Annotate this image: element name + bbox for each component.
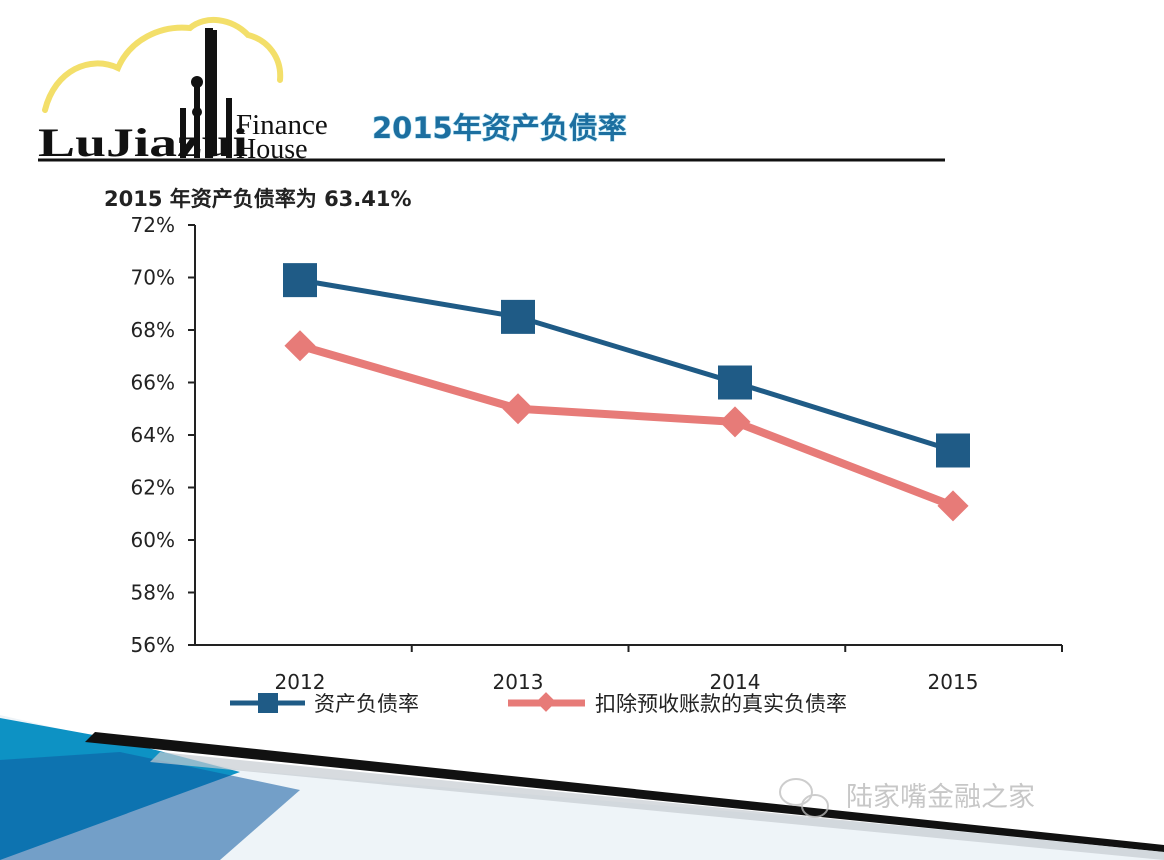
- series-line: [296, 341, 957, 510]
- data-point-diamond: [284, 330, 316, 362]
- lujiazui-logo: LuJiazui Finance House: [38, 16, 328, 165]
- y-tick-label: 58%: [131, 581, 175, 605]
- y-tick-label: 68%: [131, 318, 175, 342]
- data-point-diamond: [937, 490, 969, 522]
- data-point-diamond: [502, 393, 534, 425]
- legend-marker-diamond: [536, 692, 556, 712]
- y-tick-label: 66%: [131, 371, 175, 395]
- logo-word: LuJiazui: [38, 120, 248, 165]
- chart: 56% 58% 60% 62% 64% 66% 68% 70% 72% 2012 2013 2014…: [131, 213, 1063, 694]
- y-tick-label: 64%: [131, 423, 175, 447]
- series-line: [297, 277, 956, 453]
- watermark: 陆家嘴金融之家: [779, 778, 1035, 818]
- chart-subtitle: 2015 年资产负债率为 63.41%: [104, 187, 412, 211]
- wechat-icon: [779, 778, 829, 818]
- y-tick-label: 70%: [131, 266, 175, 290]
- x-tick-label: 2015: [928, 670, 979, 694]
- y-tick-label: 56%: [131, 633, 175, 657]
- data-point-diamond: [719, 406, 751, 438]
- x-tick-label: 2013: [493, 670, 544, 694]
- data-point-square: [501, 299, 535, 334]
- data-point-square: [936, 433, 970, 468]
- legend: 资产负债率 扣除预收账款的真实负债率: [230, 692, 847, 716]
- watermark-text: 陆家嘴金融之家: [846, 782, 1035, 813]
- x-tick-label: 2012: [275, 670, 326, 694]
- logo-cloud-arc: [42, 16, 284, 113]
- y-tick-label: 60%: [131, 528, 175, 552]
- data-point-square: [283, 263, 317, 298]
- skyline-icon: [180, 28, 232, 158]
- data-point-square: [718, 365, 752, 400]
- legend-label: 资产负债率: [314, 692, 419, 716]
- legend-label: 扣除预收账款的真实负债率: [595, 692, 847, 716]
- legend-marker-square: [258, 693, 278, 713]
- y-tick-label: 62%: [131, 476, 175, 500]
- decorative-sweep: [0, 715, 1164, 860]
- y-tick-label: 72%: [131, 213, 175, 237]
- slide-title: 2015年资产负债率: [372, 111, 627, 145]
- x-tick-label: 2014: [710, 670, 761, 694]
- logo-finance: Finance: [236, 109, 328, 141]
